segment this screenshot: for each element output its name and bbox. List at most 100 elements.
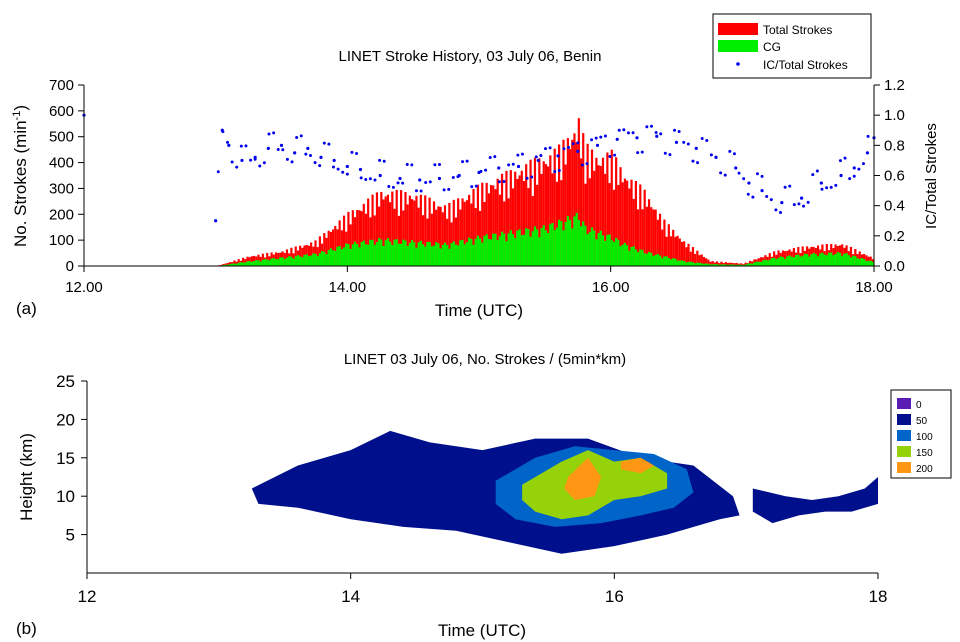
cg-bar xyxy=(740,264,743,266)
ic-ratio-point xyxy=(705,138,709,142)
stroke-density-chart: LINET 03 July 06, No. Strokes / (5min*km… xyxy=(16,351,952,640)
cg-bar xyxy=(479,238,482,266)
cg-bar xyxy=(489,239,493,266)
cg-bar xyxy=(748,263,752,266)
total-strokes-bar xyxy=(593,170,596,266)
ic-ratio-point xyxy=(295,135,299,139)
total-strokes-bar xyxy=(448,202,451,266)
y2-ticks: 0.0 0.2 0.4 0.6 0.8 1.0 1.2 xyxy=(874,77,905,275)
total-strokes-bar xyxy=(386,194,390,266)
cg-bar xyxy=(294,256,297,266)
total-strokes-bar xyxy=(729,262,732,266)
x-tick-label-b: 18 xyxy=(869,587,888,606)
total-strokes-bar xyxy=(619,167,622,266)
cg-bar xyxy=(744,264,747,266)
ic-ratio-point xyxy=(396,181,400,185)
y2-tick-label: 0.8 xyxy=(884,137,905,154)
panel-label-a: (a) xyxy=(16,299,37,318)
cg-bar xyxy=(498,236,501,266)
total-strokes-bar xyxy=(568,149,572,266)
ic-ratio-point xyxy=(401,181,405,185)
cg-bar xyxy=(375,241,379,266)
total-strokes-bar xyxy=(334,225,337,266)
cg-bar xyxy=(542,225,545,266)
total-strokes-bar xyxy=(667,224,670,266)
y-tick-label-b: 25 xyxy=(56,372,75,391)
total-strokes-bar xyxy=(237,259,240,266)
y2-tick-label: 1.2 xyxy=(884,77,905,94)
ic-ratio-point xyxy=(734,166,738,170)
cg-bar xyxy=(472,244,475,266)
total-strokes-bar xyxy=(314,240,317,266)
ic-ratio-point xyxy=(585,162,589,166)
ic-ratio-point xyxy=(677,129,681,133)
ic-ratio-point xyxy=(580,163,584,167)
total-strokes-bar xyxy=(584,183,587,266)
cg-bar xyxy=(672,258,675,266)
total-strokes-bar xyxy=(582,133,585,266)
total-strokes-bar xyxy=(307,245,311,266)
total-strokes-bar xyxy=(435,209,438,266)
total-strokes-bar xyxy=(658,213,662,266)
cg-bar xyxy=(397,243,400,266)
cg-bar xyxy=(551,222,554,266)
cg-bar xyxy=(417,242,420,266)
cg-bar xyxy=(301,257,304,266)
total-strokes-bar xyxy=(702,257,706,266)
cg-bar xyxy=(762,260,765,266)
ic-ratio-point xyxy=(428,180,432,184)
total-strokes-bar xyxy=(740,263,743,266)
ic-ratio-point xyxy=(654,130,658,134)
ic-ratio-point xyxy=(825,186,829,190)
cg-bar xyxy=(252,261,256,266)
cg-bar xyxy=(860,258,864,266)
ic-ratio-point xyxy=(751,195,755,199)
cg-bar xyxy=(450,243,453,266)
ic-ratio-point xyxy=(838,159,842,163)
total-strokes-bar xyxy=(577,118,580,266)
total-strokes-bar xyxy=(430,213,433,266)
legend-swatch-cg xyxy=(718,40,758,52)
total-strokes-bar xyxy=(562,139,565,266)
x-tick-label: 16.00 xyxy=(592,279,630,296)
cg-bar xyxy=(340,249,343,266)
ic-ratio-point xyxy=(437,176,442,181)
total-strokes-bar xyxy=(443,205,447,266)
color-legend-label: 50 xyxy=(916,416,928,427)
total-strokes-bar xyxy=(410,199,414,266)
cg-bar xyxy=(536,229,539,266)
ic-ratio-point xyxy=(765,195,769,199)
ic-ratio-point xyxy=(691,159,695,163)
ic-ratio-point xyxy=(530,175,534,179)
cg-bar xyxy=(597,233,600,266)
ic-ratio-point xyxy=(285,157,289,161)
cg-bar xyxy=(812,252,815,266)
total-strokes-bar xyxy=(606,152,609,266)
ic-ratio-point xyxy=(848,177,852,181)
ic-ratio-point xyxy=(279,143,284,147)
cg-bar xyxy=(358,247,361,266)
cg-bar xyxy=(560,221,563,266)
total-strokes-bar xyxy=(718,263,721,266)
total-strokes-bar xyxy=(417,207,420,266)
cg-bar xyxy=(421,244,425,266)
cg-bar xyxy=(707,263,710,266)
ic-ratio-point xyxy=(493,155,497,159)
cg-bar xyxy=(485,234,488,266)
cg-bar xyxy=(250,261,253,266)
total-strokes-bar xyxy=(654,209,657,266)
cg-bar xyxy=(255,260,258,266)
ic-ratio-point xyxy=(414,189,418,193)
total-strokes-bar xyxy=(331,229,335,266)
cg-bar xyxy=(520,235,523,266)
cg-bar xyxy=(235,263,238,266)
ic-ratio-point xyxy=(839,173,843,178)
cg-bar xyxy=(586,234,589,266)
cg-bar xyxy=(702,263,706,266)
total-strokes-bar xyxy=(637,209,640,266)
cg-bar xyxy=(325,254,328,266)
total-strokes-bar xyxy=(623,178,627,266)
total-strokes-bar xyxy=(680,241,684,266)
ic-ratio-point xyxy=(576,141,580,145)
ic-ratio-point xyxy=(686,142,690,146)
